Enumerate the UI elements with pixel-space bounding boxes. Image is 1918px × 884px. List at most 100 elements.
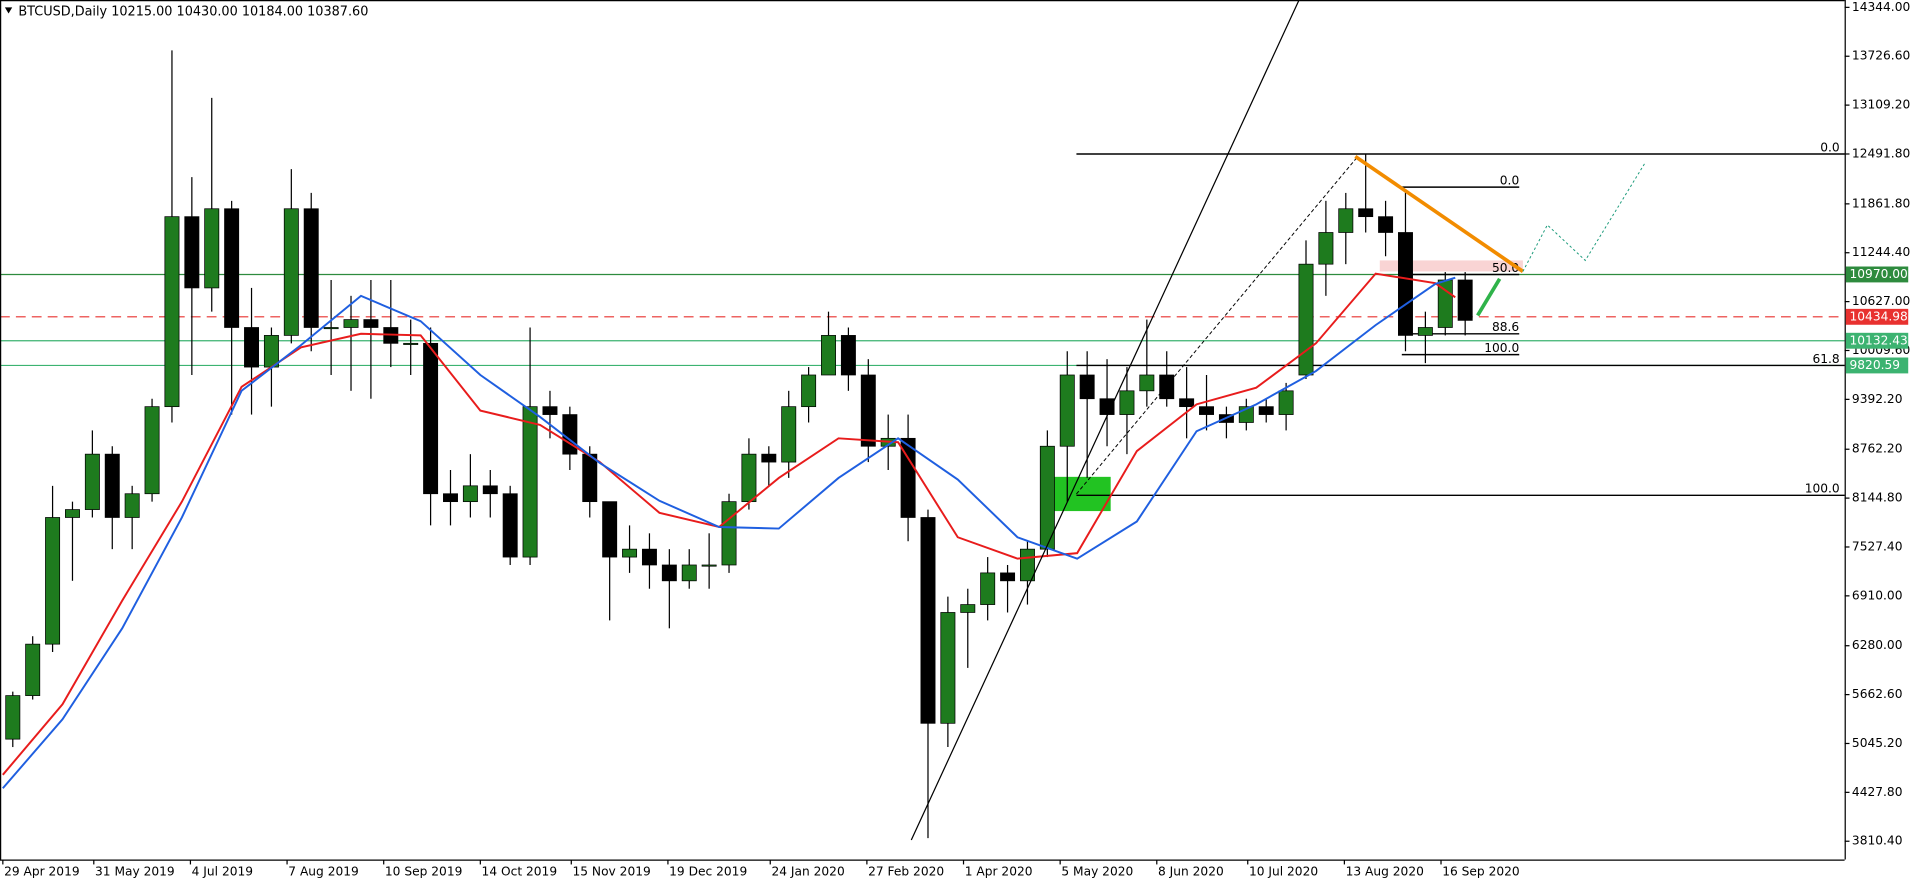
candle-body xyxy=(821,335,836,376)
candle-body xyxy=(1039,445,1055,550)
candle-body xyxy=(840,335,856,376)
candle-body xyxy=(602,501,618,558)
candle-body xyxy=(184,216,200,289)
y-tick-label: 5045.20 xyxy=(1852,736,1903,750)
x-tick-label: 10 Jul 2020 xyxy=(1249,864,1318,878)
price-label-box xyxy=(1845,332,1909,349)
y-tick-label: 7527.40 xyxy=(1852,539,1903,553)
x-tick-label: 15 Nov 2019 xyxy=(573,864,651,878)
candle-body xyxy=(164,216,180,408)
x-tick-label: 27 Feb 2020 xyxy=(868,864,944,878)
candle-body xyxy=(443,493,458,503)
candle-body xyxy=(1079,374,1095,400)
candle-body xyxy=(263,335,279,368)
candle-body xyxy=(403,342,419,345)
candle-body xyxy=(84,453,100,510)
y-tick-label: 8762.20 xyxy=(1852,442,1903,456)
candle-body xyxy=(1000,572,1016,582)
candle-body xyxy=(761,453,777,463)
background-drawings xyxy=(1048,260,1523,512)
fib-label: 100.0 xyxy=(1805,482,1840,496)
candle-body xyxy=(661,564,677,582)
candle-body xyxy=(1278,390,1294,415)
moving-average xyxy=(2,276,1456,789)
candle-body xyxy=(1338,208,1354,233)
candle-body xyxy=(65,509,80,518)
candle-body xyxy=(1019,548,1035,582)
y-tick-label: 12491.80 xyxy=(1852,146,1910,160)
candle-body xyxy=(542,406,558,415)
arrow-line xyxy=(1476,277,1502,317)
candle-body xyxy=(204,208,220,289)
zone-rect xyxy=(1379,260,1523,272)
price-label: 10132.43 xyxy=(1850,333,1908,347)
fib-label: 88.6 xyxy=(1492,320,1519,334)
candle-body xyxy=(1179,398,1195,408)
x-tick-label: 19 Dec 2019 xyxy=(669,864,747,878)
y-tick-label: 14344.00 xyxy=(1852,0,1910,14)
candle-body xyxy=(562,414,578,455)
candle-body xyxy=(124,493,140,518)
candles xyxy=(2,50,1473,839)
candle-body xyxy=(1378,216,1394,233)
x-tick-label: 24 Jan 2020 xyxy=(771,864,844,878)
price-label-box xyxy=(1845,266,1909,283)
x-tick-label: 13 Aug 2020 xyxy=(1346,864,1424,878)
candle-body xyxy=(144,406,160,495)
fib-label: 100.0 xyxy=(1484,341,1519,355)
candle-body xyxy=(920,517,936,724)
x-tick-label: 5 May 2020 xyxy=(1061,864,1133,878)
x-tick-label: 4 Jul 2019 xyxy=(192,864,253,878)
candle-body xyxy=(323,327,339,330)
candle-body xyxy=(781,406,797,463)
moving-average xyxy=(2,272,1456,776)
candle-body xyxy=(1398,232,1413,336)
y-tick-label: 11861.80 xyxy=(1852,196,1910,210)
candle-body xyxy=(641,548,657,566)
candle-body xyxy=(1417,327,1433,336)
candle-body xyxy=(1139,374,1155,392)
candle-body xyxy=(5,695,21,740)
candle-body xyxy=(25,643,41,696)
x-tick-label: 29 Apr 2019 xyxy=(4,864,80,878)
candle-body xyxy=(1457,279,1473,321)
candle-body xyxy=(860,374,876,447)
candle-body xyxy=(522,406,538,558)
x-tick-label: 31 May 2019 xyxy=(95,864,175,878)
candle-body xyxy=(482,485,498,495)
candle-body xyxy=(363,319,379,328)
fib-label: 61.8 xyxy=(1812,352,1839,366)
x-tick-label: 7 Aug 2019 xyxy=(288,864,359,878)
candle-body xyxy=(283,208,299,336)
candle-body xyxy=(462,485,478,503)
candle-body xyxy=(701,564,717,567)
y-tick-label: 5662.60 xyxy=(1852,687,1903,701)
candle-body xyxy=(1119,390,1135,415)
candle-body xyxy=(980,572,996,605)
candle-body xyxy=(244,327,260,368)
y-tick-label: 10627.00 xyxy=(1852,294,1910,308)
candle-body xyxy=(1318,232,1334,265)
y-tick-label: 6910.00 xyxy=(1852,588,1903,602)
fib-label: 0.0 xyxy=(1500,174,1519,188)
candle-body xyxy=(1099,398,1115,415)
drawings xyxy=(910,0,1646,841)
price-label-box xyxy=(1845,308,1909,325)
candle-body xyxy=(960,604,976,613)
y-tick-label: 3810.40 xyxy=(1852,834,1903,848)
y-tick-label: 8144.80 xyxy=(1852,491,1903,505)
candle-body xyxy=(303,208,319,328)
y-tick-label: 13726.60 xyxy=(1852,49,1910,63)
price-label-box xyxy=(1845,357,1909,374)
candle-body xyxy=(1298,263,1314,376)
candle-body xyxy=(1258,406,1274,415)
candle-body xyxy=(1059,374,1075,447)
x-tick-label: 14 Oct 2019 xyxy=(482,864,558,878)
projection-path xyxy=(1522,162,1646,272)
candle-body xyxy=(343,319,359,328)
x-tick-label: 1 Apr 2020 xyxy=(965,864,1033,878)
